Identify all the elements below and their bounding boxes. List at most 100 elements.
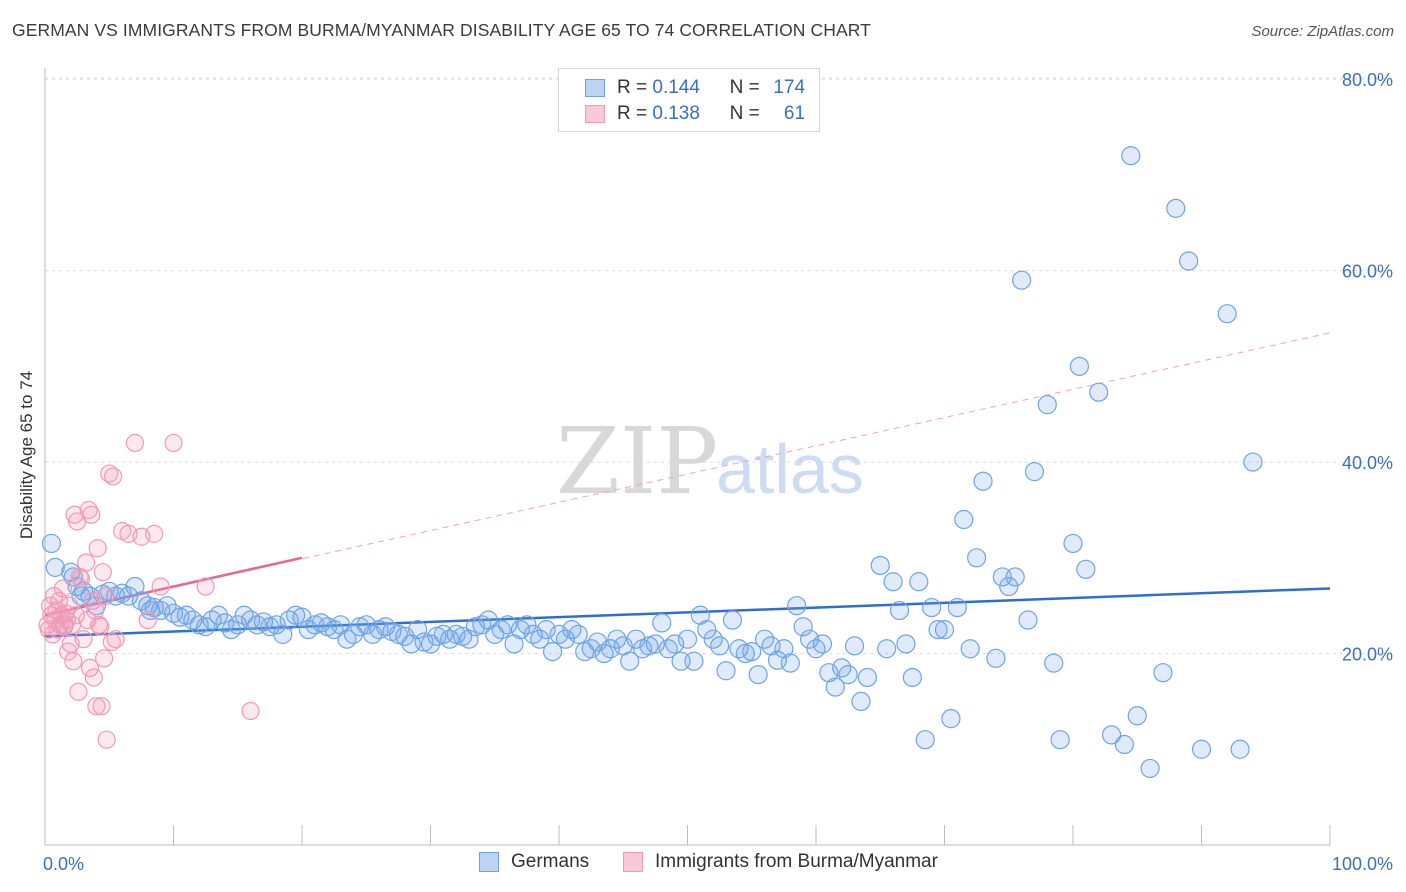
burma-point	[138, 610, 157, 630]
correlation-legend: R = 0.144 N = 174 R = 0.138 N = 61	[558, 68, 820, 132]
germans-point	[157, 596, 177, 616]
burma-point	[74, 630, 93, 649]
germans-point	[498, 615, 518, 635]
germans-point	[954, 509, 974, 530]
burma-point	[53, 579, 73, 598]
germans-point	[1191, 739, 1212, 759]
germans-point	[517, 615, 537, 635]
legend-r-value: 0.144	[652, 77, 700, 98]
germans-point	[652, 613, 672, 633]
germans-point	[330, 615, 351, 635]
germans-point	[774, 639, 794, 659]
burma-point	[71, 569, 91, 588]
legend-swatch-pink	[585, 105, 605, 123]
germans-point	[1217, 304, 1237, 324]
germans-point	[941, 709, 961, 729]
germans-point	[45, 557, 65, 577]
germans-point	[125, 576, 145, 597]
burma-point	[87, 697, 106, 716]
germans-point	[1230, 739, 1250, 759]
legend-n-value: 174	[773, 77, 806, 98]
germans-point	[883, 572, 903, 592]
germans-point	[819, 663, 839, 683]
germans-point	[742, 642, 762, 662]
germans-point	[343, 624, 363, 644]
germans-point	[851, 691, 871, 712]
germans-point	[780, 653, 800, 673]
germans-point	[356, 615, 376, 635]
germans-point	[1063, 533, 1083, 554]
burma-point	[86, 601, 105, 620]
x-tick-label: 100.0%	[1332, 854, 1393, 874]
legend-row-germans: R = 0.144 N = 174	[559, 75, 805, 101]
burma-point	[151, 577, 170, 596]
germans-trend-line	[44, 587, 1331, 638]
germans-point	[748, 664, 768, 685]
germans-point	[896, 634, 916, 654]
germans-point	[504, 634, 524, 654]
germans-point	[967, 548, 987, 568]
germans-point	[1153, 663, 1173, 683]
germans-point	[697, 620, 717, 640]
germans-point	[1140, 758, 1160, 779]
germans-point	[459, 629, 479, 649]
germans-point	[1089, 382, 1109, 402]
germans-point	[889, 600, 910, 621]
burma-point	[125, 433, 145, 453]
germans-point	[716, 661, 736, 681]
germans-point	[555, 629, 576, 649]
germans-point	[812, 634, 833, 654]
legend-r-value: 0.138	[652, 103, 700, 124]
germans-point	[838, 664, 858, 685]
legend-item-burma[interactable]: Immigrants from Burma/Myanmar	[623, 851, 938, 873]
germans-point	[1114, 734, 1135, 755]
burma-point	[93, 563, 112, 582]
germans-point	[799, 629, 820, 649]
germans-point	[844, 636, 865, 656]
burma-point	[66, 606, 85, 625]
germans-point	[228, 615, 248, 635]
axes	[44, 68, 1331, 846]
burma-label: Immigrants from Burma/Myanmar	[655, 851, 938, 872]
germans-point	[645, 634, 665, 654]
legend-r-label: R =	[617, 103, 648, 124]
germans-point	[825, 677, 845, 697]
legend-row-burma: R = 0.138 N = 61	[559, 101, 805, 127]
germans-point	[568, 624, 588, 644]
germans-point	[1069, 356, 1090, 376]
germans-point	[710, 636, 730, 656]
series-legend: Germans Immigrants from Burma/Myanmar	[0, 851, 1406, 877]
axis-labels: 20.0% 40.0% 60.0% 80.0% 0.0% 100.0% Disability…	[17, 70, 1393, 874]
germans-point	[960, 639, 980, 659]
germans-point	[909, 572, 929, 592]
legend-n-label: N =	[729, 77, 760, 98]
burma-point	[91, 617, 110, 636]
germans-point	[915, 730, 935, 750]
germans-point	[1018, 610, 1038, 630]
germans-point	[1243, 452, 1263, 472]
germans-point	[530, 629, 550, 649]
watermark-atlas: atlas	[716, 430, 864, 508]
germans-point	[793, 617, 813, 637]
y-tick-label: 60.0%	[1342, 262, 1393, 282]
germans-point	[620, 651, 640, 671]
germans-point	[722, 610, 743, 630]
germans-point	[1044, 653, 1064, 673]
burma-point	[84, 668, 103, 687]
germans-points	[41, 146, 1263, 779]
germans-point	[478, 610, 498, 630]
legend-item-germans[interactable]: Germans	[479, 851, 589, 873]
burma-point	[69, 682, 88, 701]
burma-point	[64, 652, 83, 671]
burma-point	[241, 701, 260, 721]
germans-point	[1166, 198, 1186, 218]
germans-point	[542, 642, 563, 662]
germans-point	[408, 620, 428, 640]
burma-point	[145, 524, 164, 543]
germans-point	[1179, 251, 1199, 271]
germans-point	[665, 634, 685, 654]
germans-point	[877, 639, 897, 659]
burma-point	[60, 596, 79, 615]
germans-point	[787, 596, 807, 616]
